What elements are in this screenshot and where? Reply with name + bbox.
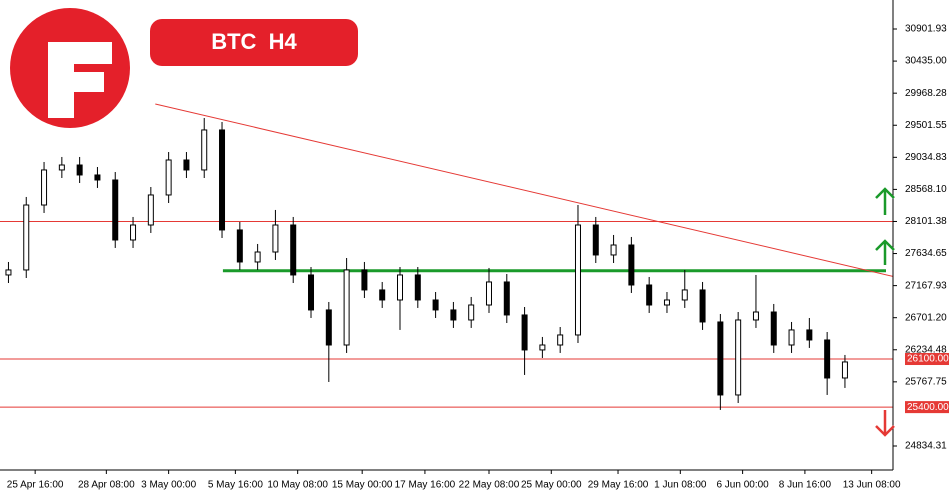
- candle-body: [41, 169, 48, 206]
- candle-body: [94, 174, 101, 181]
- y-tick-label: 27634.65: [905, 248, 947, 259]
- y-tick-label: 24834.31: [905, 441, 947, 452]
- candle-body: [5, 269, 12, 276]
- x-tick-label: 15 May 00:00: [332, 480, 393, 491]
- x-tick-label: 8 Jun 16:00: [779, 480, 832, 491]
- x-tick-label: 22 May 08:00: [459, 480, 520, 491]
- candle-body: [681, 289, 688, 301]
- candle-body: [806, 329, 813, 341]
- candle-body: [717, 321, 724, 396]
- candle-body: [485, 281, 492, 306]
- x-tick-label: 3 May 00:00: [141, 480, 196, 491]
- axes: 30901.93 30435.00 29968.28 29501.55 29034.83…: [0, 0, 947, 491]
- candle-body: [699, 289, 706, 323]
- title-pill: [150, 19, 358, 66]
- candle-body: [468, 304, 475, 321]
- candle-body: [254, 251, 261, 263]
- candle-body: [646, 284, 653, 306]
- y-tick-label: 26701.20: [905, 312, 947, 323]
- candle-body: [414, 274, 421, 301]
- candle-body: [147, 194, 154, 226]
- candle-body: [130, 224, 137, 241]
- candle-body: [628, 244, 635, 286]
- plot-area: [0, 103, 893, 410]
- candle-body: [308, 274, 315, 311]
- candle-body: [343, 269, 350, 346]
- candle-body: [557, 334, 564, 346]
- y-tick-label: 26234.48: [905, 344, 947, 355]
- candle-body: [76, 164, 83, 176]
- candle-body: [165, 159, 172, 196]
- x-tick-label: 25 Apr 16:00: [7, 480, 64, 491]
- up-arrow: [875, 187, 895, 215]
- candle-body: [841, 361, 848, 379]
- candle-body: [521, 314, 528, 351]
- candle-body: [58, 164, 65, 171]
- down-arrow: [875, 410, 895, 437]
- y-tick-label: 27167.93: [905, 280, 947, 291]
- candle-body: [290, 224, 297, 276]
- candle-body: [752, 311, 759, 321]
- logo: [10, 8, 130, 128]
- x-tick-label: 5 May 16:00: [208, 480, 263, 491]
- up-arrow: [875, 239, 895, 265]
- level-label-box: [905, 353, 949, 366]
- candle-body: [112, 179, 119, 241]
- candle-body: [770, 311, 777, 346]
- candle-body: [432, 299, 439, 311]
- candle-body: [663, 299, 670, 306]
- candle-body: [183, 159, 190, 171]
- x-tick-label: 29 May 16:00: [588, 480, 649, 491]
- x-tick-label: 28 Apr 08:00: [78, 480, 135, 491]
- candle-body: [325, 309, 332, 346]
- level-label: 25400.00: [907, 402, 949, 413]
- candle-body: [539, 344, 546, 351]
- y-tick-label: 29034.83: [905, 152, 947, 163]
- y-tick-label: 30435.00: [905, 56, 947, 67]
- x-tick-label: 25 May 00:00: [521, 480, 582, 491]
- candle-body: [236, 229, 243, 263]
- level-label: 26100.00: [907, 354, 949, 365]
- y-tick-label: 29968.28: [905, 88, 947, 99]
- candle-body: [610, 244, 617, 256]
- candle-body: [272, 224, 279, 253]
- candle-body: [503, 281, 510, 316]
- y-tick-label: 28101.38: [905, 216, 947, 227]
- x-tick-label: 6 Jun 00:00: [716, 480, 769, 491]
- candle-body: [788, 329, 795, 346]
- x-tick-label: 1 Jun 08:00: [654, 480, 707, 491]
- candle-body: [592, 224, 599, 256]
- candle-body: [23, 204, 30, 271]
- candle-body: [397, 274, 404, 301]
- logo-mark: [48, 42, 112, 118]
- x-tick-label: 17 May 16:00: [395, 480, 456, 491]
- y-tick-label: 29501.55: [905, 120, 947, 131]
- candle-body: [379, 289, 386, 301]
- candle-body: [735, 319, 742, 396]
- x-tick-label: 10 May 08:00: [267, 480, 328, 491]
- y-tick-label: 30901.93: [905, 24, 947, 35]
- y-tick-label: 25767.75: [905, 376, 947, 387]
- y-tick-label: 28568.10: [905, 184, 947, 195]
- trend-line: [155, 103, 893, 277]
- candle-body: [201, 129, 208, 171]
- candle-body: [361, 269, 368, 291]
- candle-body: [824, 339, 831, 379]
- candle-body: [574, 224, 581, 336]
- candle-body: [450, 309, 457, 321]
- chart-title: BTC H4: [211, 29, 297, 54]
- level-label-box: [905, 401, 949, 414]
- arrows: [875, 187, 895, 437]
- candle-body: [219, 129, 226, 231]
- x-tick-label: 13 Jun 08:00: [843, 480, 901, 491]
